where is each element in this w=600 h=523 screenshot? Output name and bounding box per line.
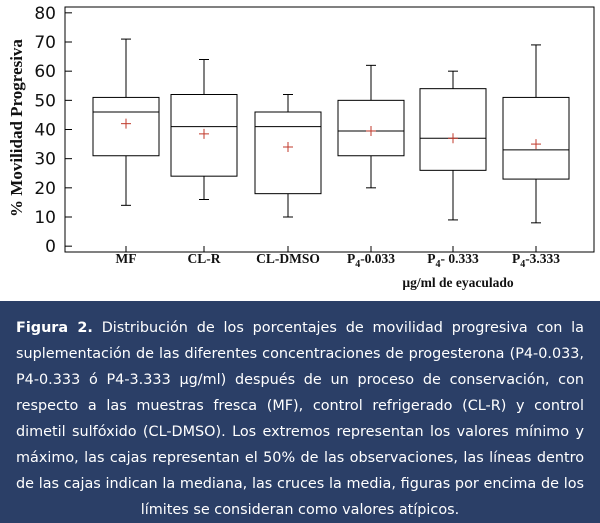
y-tick-label: 0: [45, 237, 56, 257]
box-2: [170, 59, 238, 200]
caption-label: Figura 2.: [16, 320, 93, 336]
x-tick-label: CL-R: [188, 251, 221, 266]
y-tick-label: 20: [34, 179, 56, 199]
y-axis-label: % Movilidad Progresiva: [7, 39, 26, 217]
y-tick-label: 70: [34, 33, 56, 53]
y-axis: 0 10 20 30 40 50 60 70 80: [34, 4, 72, 257]
y-tick-label: 50: [34, 91, 56, 111]
box-series: [92, 38, 570, 224]
box-3: [254, 94, 322, 218]
box-6: [502, 44, 570, 224]
box-5: [419, 70, 487, 221]
iqr-box: [254, 111, 322, 195]
box-4: [337, 64, 405, 189]
y-tick-label: 60: [34, 62, 56, 82]
box-plot-chart: 0 10 20 30 40 50 60 70 80 MF CL-R CL-DMSO P4-0.033 P…: [7, 4, 595, 290]
x-tick-label: MF: [116, 251, 137, 266]
x-tick-label: P4-3.333: [512, 251, 560, 270]
iqr-box: [419, 88, 487, 171]
x-tick-label: P4- 0.333: [427, 251, 479, 270]
box-1: [92, 38, 160, 206]
caption-text: Distribución de los porcentajes de movil…: [16, 320, 585, 518]
y-tick-label: 10: [34, 208, 56, 228]
y-tick-label: 30: [34, 150, 56, 170]
x-tick-label: CL-DMSO: [256, 251, 320, 266]
x-tick-label: P4-0.033: [347, 251, 395, 270]
y-tick-label: 40: [34, 121, 56, 141]
x-axis-label: µg/ml de eyaculado: [402, 275, 514, 290]
figure-caption: Figura 2. Distribución de los porcentaje…: [0, 301, 600, 523]
y-tick-label: 80: [34, 4, 56, 24]
x-axis: MF CL-R CL-DMSO P4-0.033 P4- 0.333 P4-3.333: [116, 246, 560, 270]
iqr-box: [502, 96, 570, 180]
